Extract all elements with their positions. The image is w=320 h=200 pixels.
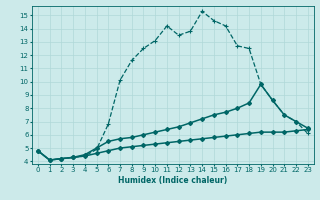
X-axis label: Humidex (Indice chaleur): Humidex (Indice chaleur) (118, 176, 228, 185)
